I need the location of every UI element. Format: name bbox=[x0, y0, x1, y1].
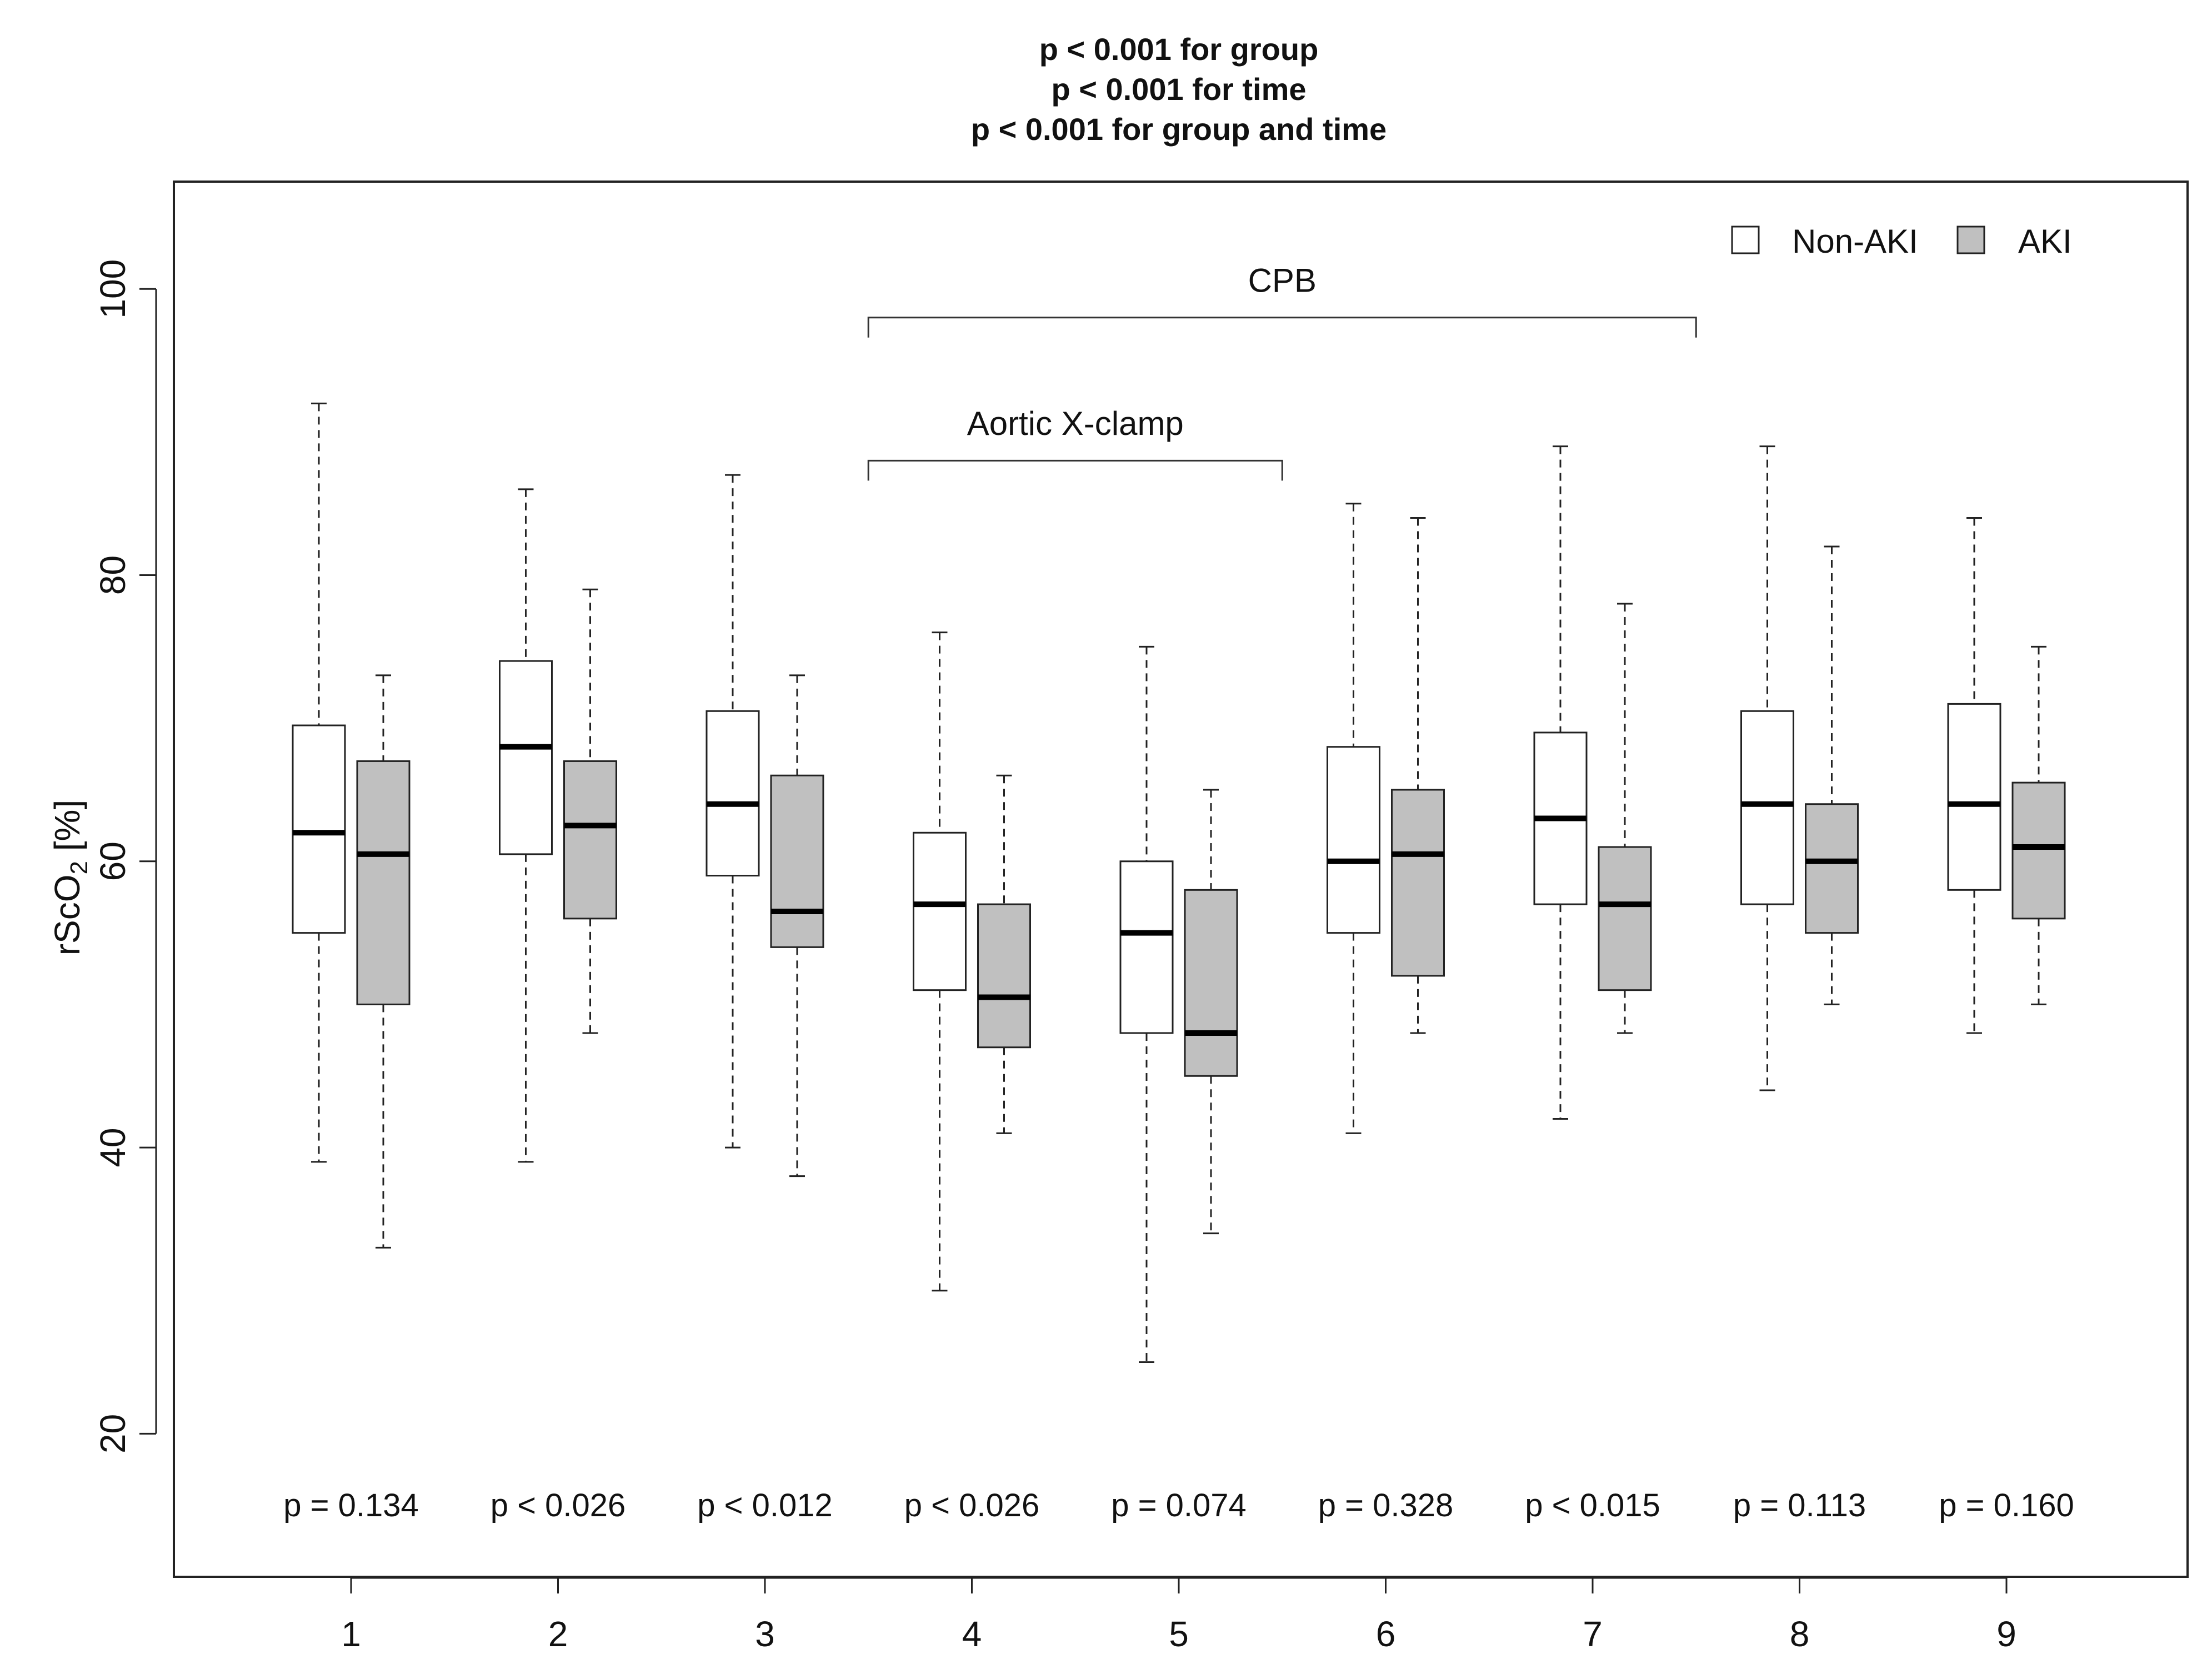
iqr-box bbox=[499, 660, 553, 855]
x-tick-label-9: 9 bbox=[1996, 1614, 2016, 1654]
bracket-aortic-x-clamp bbox=[867, 459, 1283, 481]
box-non-aki-4 bbox=[913, 631, 967, 1292]
y-axis-label: rScO2 [%] bbox=[47, 800, 93, 956]
legend-label-aki: AKI bbox=[2018, 223, 2072, 260]
p-value-3: p < 0.012 bbox=[697, 1487, 833, 1523]
x-axis: 1 2 3 4 5 6 7 8 9 bbox=[341, 1577, 2016, 1654]
iqr-box bbox=[977, 903, 1031, 1049]
box-aki-4 bbox=[977, 774, 1031, 1134]
box-aki-6 bbox=[1391, 517, 1445, 1034]
x-tick-label-2: 2 bbox=[548, 1614, 568, 1654]
bracket-label-cpb: CPB bbox=[1248, 262, 1317, 299]
box-non-aki-8 bbox=[1740, 445, 1794, 1091]
box-non-aki-3 bbox=[705, 474, 760, 1149]
box-aki-7 bbox=[1598, 603, 1652, 1034]
box-non-aki-6 bbox=[1327, 503, 1380, 1134]
p-value-5: p = 0.074 bbox=[1111, 1487, 1247, 1523]
title-line-3: p < 0.001 for group and time bbox=[971, 112, 1387, 147]
y-tick-label-60: 60 bbox=[93, 841, 133, 881]
x-tick-label-4: 4 bbox=[962, 1614, 982, 1654]
title-line-1: p < 0.001 for group bbox=[1039, 32, 1319, 67]
y-tick-label-40: 40 bbox=[93, 1127, 133, 1167]
x-tick-label-1: 1 bbox=[341, 1614, 361, 1654]
iqr-box bbox=[1391, 789, 1445, 977]
iqr-box bbox=[1947, 703, 2001, 891]
iqr-box bbox=[913, 831, 967, 991]
iqr-box bbox=[356, 760, 411, 1005]
p-value-9: p = 0.160 bbox=[1939, 1487, 2074, 1523]
box-aki-3 bbox=[770, 674, 824, 1177]
iqr-box bbox=[1184, 889, 1238, 1077]
box-series bbox=[292, 402, 2066, 1364]
box-non-aki-5 bbox=[1119, 645, 1174, 1364]
box-aki-8 bbox=[1805, 545, 1859, 1005]
annotation-brackets: CPB Aortic X-clamp bbox=[867, 262, 1697, 481]
p-value-6: p = 0.328 bbox=[1318, 1487, 1454, 1523]
p-value-2: p < 0.026 bbox=[491, 1487, 626, 1523]
box-non-aki-7 bbox=[1533, 445, 1588, 1120]
legend-label-non-aki: Non-AKI bbox=[1792, 223, 1918, 260]
x-tick-label-8: 8 bbox=[1790, 1614, 1810, 1654]
box-aki-2 bbox=[563, 588, 617, 1034]
title-line-2: p < 0.001 for time bbox=[1051, 72, 1306, 107]
iqr-box bbox=[1327, 746, 1380, 934]
box-non-aki-1 bbox=[292, 402, 346, 1163]
p-value-4: p < 0.026 bbox=[904, 1487, 1040, 1523]
legend-swatch-aki bbox=[1956, 225, 1985, 254]
p-value-7: p < 0.015 bbox=[1525, 1487, 1660, 1523]
bracket-label-aortic-x-clamp: Aortic X-clamp bbox=[967, 405, 1184, 442]
y-axis: 20 40 60 80 100 bbox=[93, 259, 157, 1454]
bracket-cpb bbox=[867, 317, 1697, 338]
p-value-labels: p = 0.134 p < 0.026 p < 0.012 p < 0.026 p = … bbox=[283, 1487, 2074, 1523]
iqr-box bbox=[1119, 860, 1174, 1034]
legend: Non-AKI AKI bbox=[1731, 223, 2072, 260]
iqr-box bbox=[292, 724, 346, 934]
chart-title: p < 0.001 for group p < 0.001 for time p… bbox=[971, 32, 1387, 147]
y-tick-label-20: 20 bbox=[93, 1414, 133, 1454]
box-non-aki-9 bbox=[1947, 517, 2001, 1034]
x-tick-label-7: 7 bbox=[1583, 1614, 1603, 1654]
p-value-8: p = 0.113 bbox=[1733, 1487, 1866, 1523]
iqr-box bbox=[563, 760, 617, 920]
x-tick-label-3: 3 bbox=[755, 1614, 775, 1654]
p-value-1: p = 0.134 bbox=[283, 1487, 419, 1523]
y-tick-label-100: 100 bbox=[93, 259, 133, 319]
box-non-aki-2 bbox=[499, 488, 553, 1163]
box-aki-5 bbox=[1184, 789, 1238, 1235]
iqr-box bbox=[1598, 846, 1652, 991]
x-tick-label-5: 5 bbox=[1169, 1614, 1189, 1654]
iqr-box bbox=[1740, 710, 1794, 905]
iqr-box bbox=[770, 774, 824, 948]
x-tick-label-6: 6 bbox=[1376, 1614, 1396, 1654]
plot-frame bbox=[173, 181, 2189, 1578]
box-aki-1 bbox=[356, 674, 411, 1249]
iqr-box bbox=[2011, 781, 2066, 920]
box-aki-9 bbox=[2011, 645, 2066, 1005]
iqr-box bbox=[705, 710, 760, 877]
iqr-box bbox=[1805, 803, 1859, 934]
legend-swatch-non-aki bbox=[1731, 225, 1760, 254]
y-tick-label-80: 80 bbox=[93, 555, 133, 595]
